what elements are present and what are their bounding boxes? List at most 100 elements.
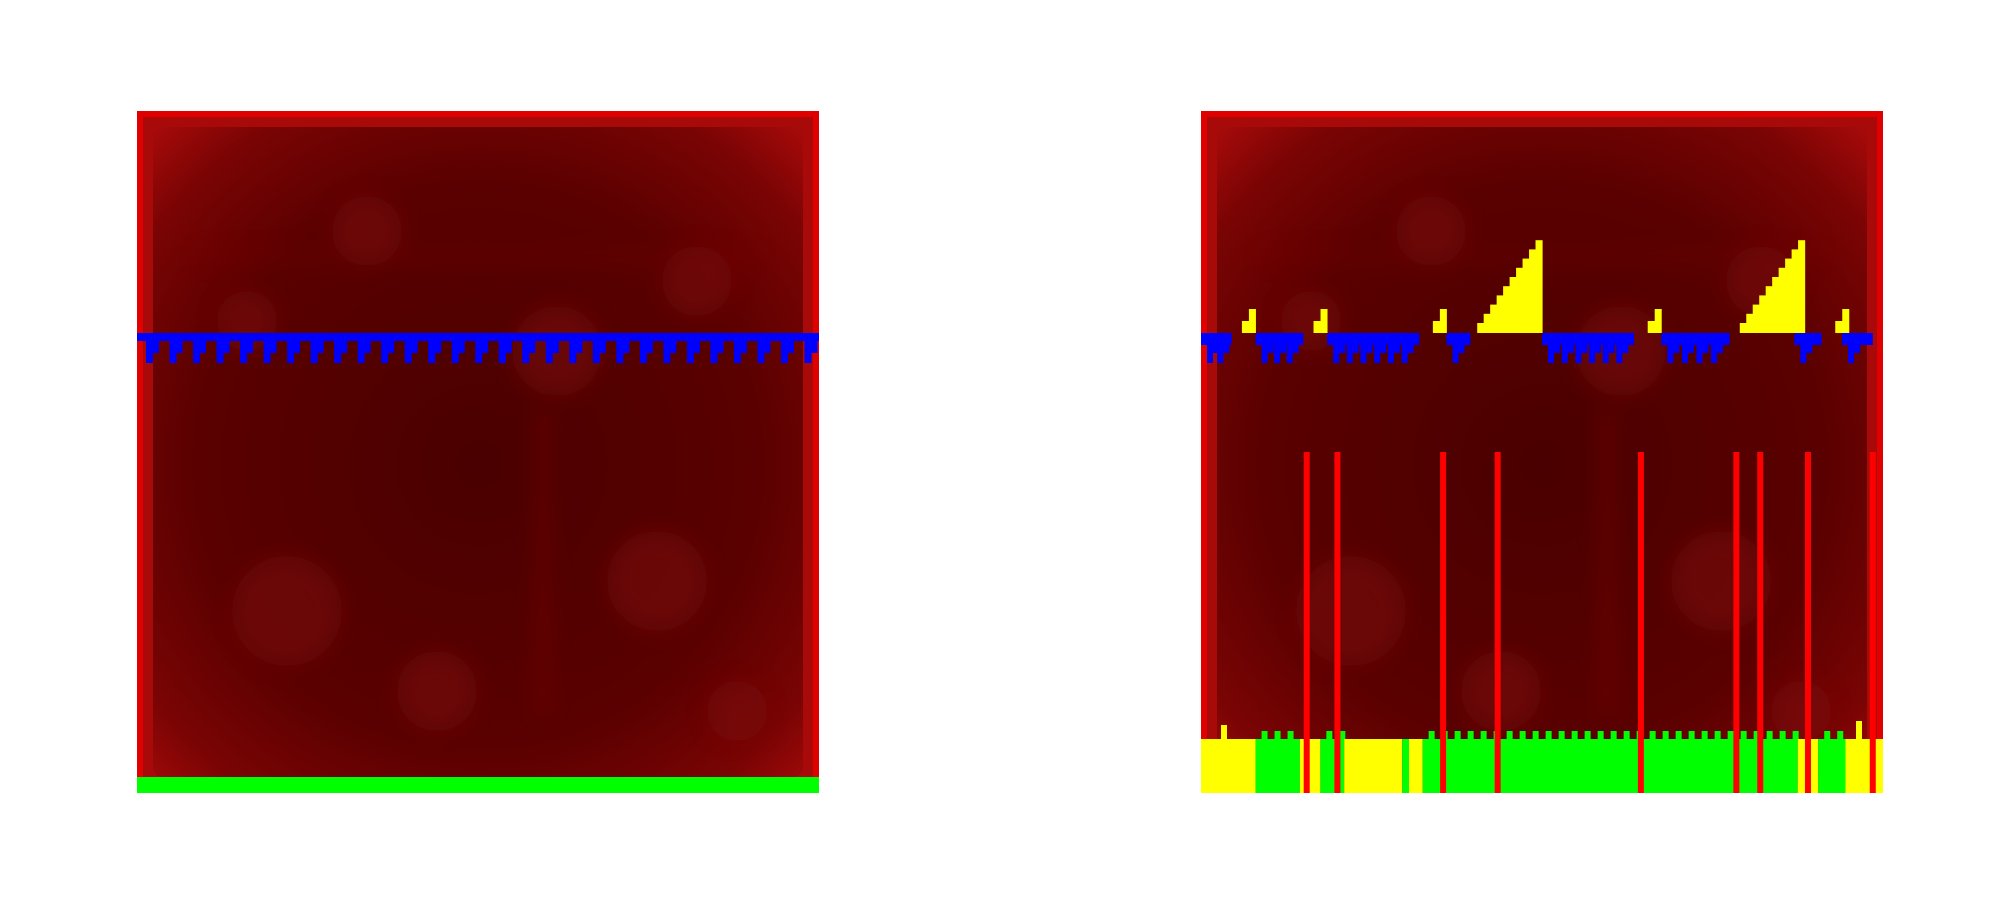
texture-bar [197,251,757,261]
blue-tooth [1274,345,1281,363]
blue-tooth-ledge [1715,345,1723,353]
blue-tooth-ledge [151,341,159,353]
yellow-step-marker [1313,309,1328,333]
blue-tooth [1217,345,1224,363]
blue-tooth [663,341,671,363]
green-tick [1779,731,1786,740]
blue-tooth-ledge [715,341,724,353]
yellow-ramp-step [1798,240,1806,333]
green-bottom-fill [1402,739,1410,793]
green-tick [1766,731,1773,740]
green-tick [1454,731,1461,740]
yellow-ramp [1739,240,1806,333]
yellow-ramp-step [1483,313,1491,333]
blue-tooth [1696,345,1703,363]
image-interior [153,127,803,777]
blue-tooth-ledge [1671,345,1680,353]
blue-tooth-ledge [550,341,559,353]
blue-tooth [310,341,318,363]
texture-blob [397,651,477,731]
blue-marker-segment [1201,333,1232,345]
blue-tooth [522,341,530,363]
blue-tooth [146,341,153,363]
yellow-ramp-step [1772,277,1780,333]
green-tick [1506,731,1513,740]
yellow-bottom-segment [1299,739,1321,793]
blue-tooth-ledge [1804,345,1813,353]
blue-tooth-ledge [621,341,630,353]
blue-tooth-ledge [1290,345,1299,353]
yellow-step-low [1241,321,1252,333]
red-vertical-line [1303,452,1310,793]
blue-tooth [1401,345,1408,363]
right-heatmap-panel [1201,111,1883,793]
green-tick [1714,731,1721,740]
yellow-step-marker [1835,309,1850,333]
blue-tooth-ledge [456,341,465,353]
green-tick [1727,731,1734,740]
green-tick [1545,731,1552,740]
blue-tooth-ledge [762,341,771,353]
green-tick [1571,731,1578,740]
blue-tooth [686,341,694,363]
green-tick [1675,731,1682,740]
blue-tooth [1374,345,1381,363]
yellow-step-high [1439,309,1447,333]
blue-tooth [334,341,342,363]
blue-tooth [193,341,201,363]
red-vertical-line [1733,452,1740,793]
texture-blob [1396,196,1466,266]
blue-tooth-ledge [1378,345,1387,353]
blue-marker-segment [1255,333,1304,345]
blue-tooth-ledge [245,341,254,353]
blue-tooth-ledge [1579,345,1588,353]
blue-tooth-ledge [1685,345,1694,353]
texture-blob [707,681,767,741]
green-tick [1701,731,1708,740]
yellow-ramp-step [1746,313,1754,333]
blue-tooth-ledge [1391,345,1400,353]
blue-tooth [1387,345,1394,363]
blue-tooth [1589,345,1596,363]
blue-tooth-ledge [785,341,794,353]
blue-marker-group [1794,333,1822,363]
yellow-ramp-step [1496,295,1504,333]
green-bottom-segment [1320,731,1346,793]
yellow-ramp [1477,240,1543,333]
blue-tooth [287,341,295,363]
blue-tooth-ledge [1552,345,1560,353]
blue-tooth [1561,345,1568,363]
red-vertical-line [1869,452,1876,793]
blue-tooth [169,341,177,363]
blue-marker-bar [137,333,819,341]
blue-tooth [240,341,248,363]
blue-tooth-ledge [1593,345,1602,353]
blue-tooth-ledge [268,341,277,353]
texture-bar [537,411,549,711]
blue-tooth-ledge [809,341,818,353]
green-tick [1274,731,1281,740]
blue-tooth [804,341,812,363]
green-tick [1753,731,1760,740]
green-tick [1662,731,1669,740]
green-tick [1837,731,1844,740]
blue-marker-group [1446,333,1471,363]
yellow-step-marker [1647,309,1662,333]
blue-tooth [475,341,483,363]
yellow-tick [1221,725,1227,739]
blue-tooth-ledge [527,341,536,353]
green-bottom-segment [1402,739,1410,793]
yellow-ramp-step [1791,249,1799,333]
green-bottom-fill [1320,739,1345,793]
faint-texture [197,196,767,741]
blue-marker-segment [1327,333,1420,345]
green-bottom-fill [1818,739,1846,793]
green-bottom-segment [1818,731,1846,793]
yellow-ramp-step [1778,267,1786,333]
red-vertical-line [1757,452,1764,793]
texture-blob [1771,681,1831,741]
blue-tooth-ledge [480,341,489,353]
blue-marker-group [1661,333,1730,363]
blue-tooth [639,341,647,363]
green-tick [1740,731,1747,740]
